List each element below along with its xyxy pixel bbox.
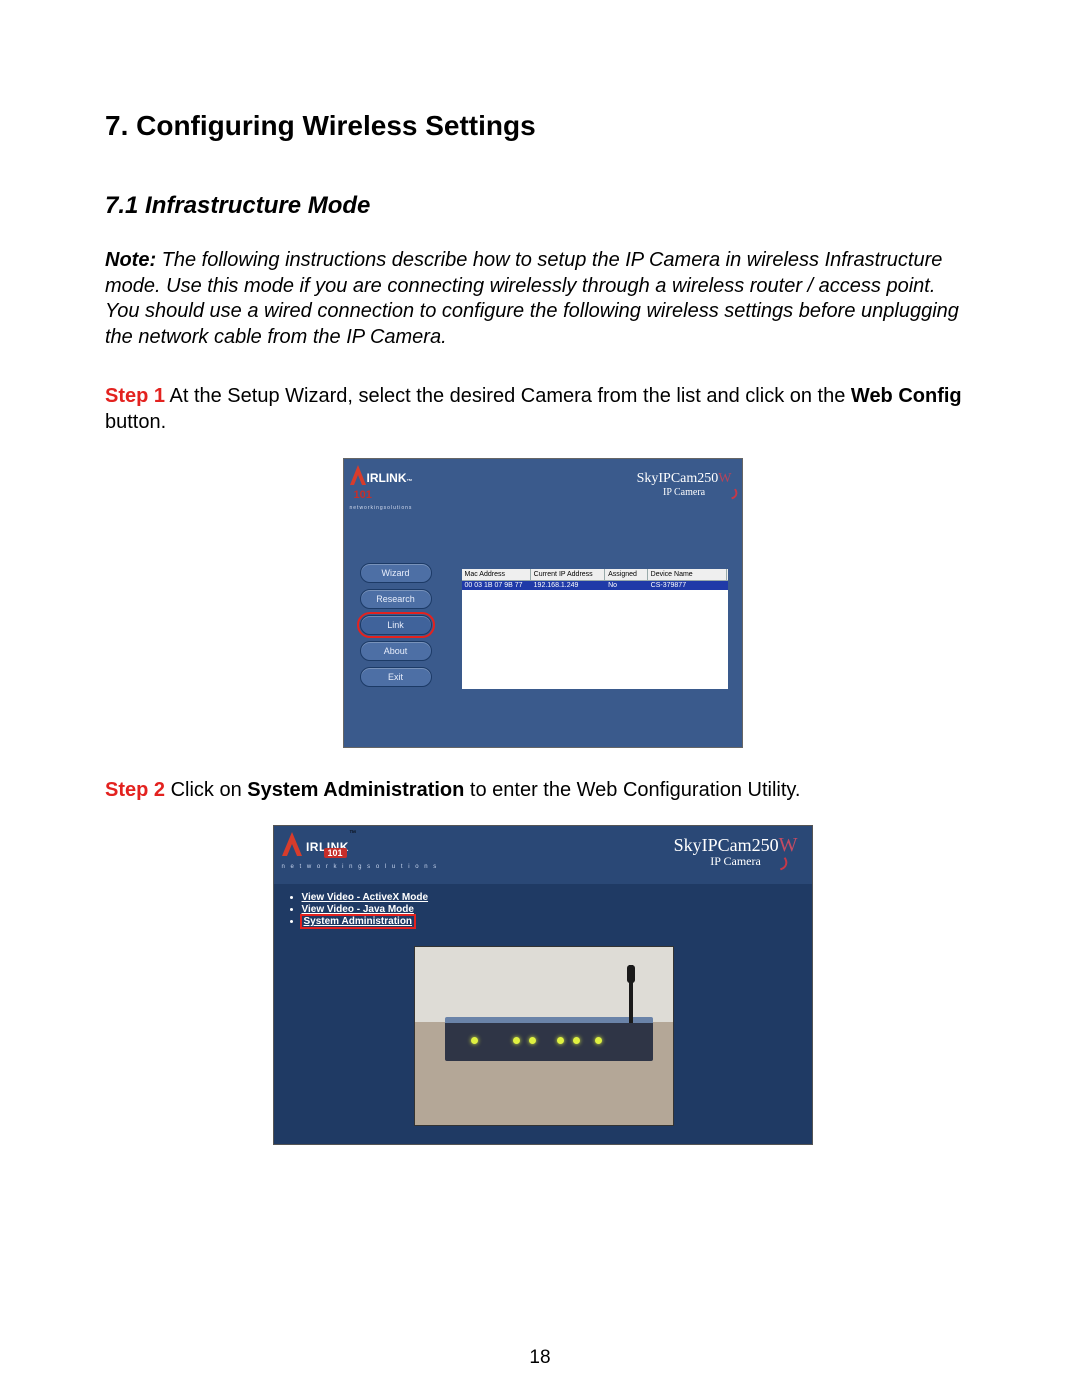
router-device [445,1017,653,1061]
table-cell: 00 03 1B 07 9B 77 [462,581,531,590]
webpage-header: IRLINK™ 101 n e t w o r k i n g s o l u … [274,826,812,884]
wizard-main-pane: Mac AddressCurrent IP AddressAssignedDev… [448,521,742,747]
brand-tagline: n e t w o r k i n g s o l u t i o n s [282,864,439,870]
step1-bold: Web Config [851,385,962,407]
product-sub: IP Camera [663,487,705,498]
product-title: SkyIPCam250W IP Camera [674,834,798,872]
nav-link[interactable]: View Video - ActiveX Mode [302,892,429,903]
step1-paragraph: Step 1 At the Setup Wizard, select the d… [105,384,975,435]
nav-link-item: View Video - ActiveX Mode [302,892,429,903]
table-cell: 192.168.1.249 [531,581,605,590]
step1-text-b: button. [105,411,166,433]
brand-text: IRLINK [367,471,407,485]
note-label: Note: [105,249,156,271]
setup-wizard-screenshot: IRLINK™ 101 networkingsolutions SkyIPCam… [343,458,743,748]
step1-label: Step 1 [105,385,165,407]
camera-list-table[interactable]: Mac AddressCurrent IP AddressAssignedDev… [462,569,728,689]
product-name: SkyIPCam250 [637,471,719,486]
wizard-wizard-button[interactable]: Wizard [360,563,432,583]
subsection-heading: 7.1 Infrastructure Mode [105,192,980,220]
table-header-cell: Device Name [648,569,728,580]
step2-bold: System Administration [247,779,464,801]
logo-a-icon [350,463,367,485]
wizard-link-button[interactable]: Link [360,615,432,635]
brand-tagline: networkingsolutions [350,505,413,511]
step2-text-a: Click on [165,779,247,801]
table-header-cell: Mac Address [462,569,531,580]
led-icon [573,1037,580,1044]
antenna-icon [629,965,633,1023]
nav-link[interactable]: System Administration [302,916,415,927]
led-icon [557,1037,564,1044]
wizard-header: IRLINK™ 101 networkingsolutions SkyIPCam… [344,459,742,521]
step1-text-a: At the Setup Wizard, select the desired … [165,385,851,407]
section-heading: 7. Configuring Wireless Settings [105,110,980,142]
brand-101: 101 [354,489,372,501]
wizard-sidebar: Wizard Research Link About Exit [344,521,448,747]
table-header-row: Mac AddressCurrent IP AddressAssignedDev… [462,569,728,581]
led-icon [595,1037,602,1044]
table-header-cell: Assigned [605,569,648,580]
product-sub: IP Camera [674,854,798,869]
nav-link-item: System Administration [302,916,429,927]
web-config-screenshot: IRLINK™ 101 n e t w o r k i n g s o l u … [273,825,813,1145]
nav-link[interactable]: View Video - Java Mode [302,904,414,915]
step2-label: Step 2 [105,779,165,801]
table-cell: CS-379877 [648,581,728,590]
step2-paragraph: Step 2 Click on System Administration to… [105,778,975,804]
led-icon [513,1037,520,1044]
table-header-cell: Current IP Address [531,569,605,580]
page-number: 18 [0,1347,1080,1369]
step2-text-b: to enter the Web Configuration Utility. [464,779,800,801]
camera-video-frame [414,946,674,1126]
table-cell: No [605,581,648,590]
wizard-research-button[interactable]: Research [360,589,432,609]
airlink-logo: IRLINK™ [350,463,413,485]
note-body: The following instructions describe how … [105,249,959,348]
nav-links: View Video - ActiveX ModeView Video - Ja… [288,892,429,928]
note-paragraph: Note: The following instructions describ… [105,248,975,350]
wizard-exit-button[interactable]: Exit [360,667,432,687]
nav-link-item: View Video - Java Mode [302,904,429,915]
led-icon [471,1037,478,1044]
led-icon [529,1037,536,1044]
product-title: SkyIPCam250W IP Camera [637,471,732,498]
wizard-about-button[interactable]: About [360,641,432,661]
table-row[interactable]: 00 03 1B 07 9B 77192.168.1.249NoCS-37987… [462,581,728,590]
brand-101: 101 [324,848,347,858]
logo-a-icon [282,830,302,856]
